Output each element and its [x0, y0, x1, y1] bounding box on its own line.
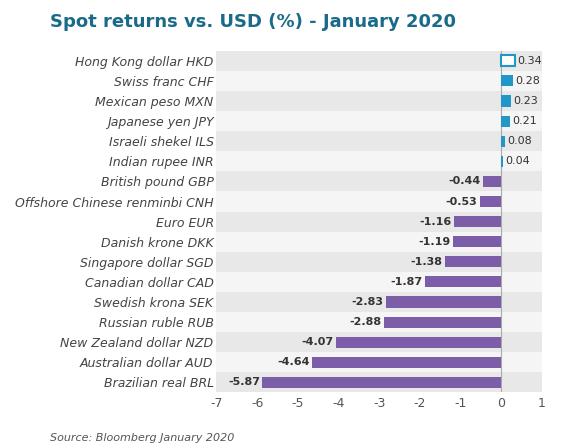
Bar	[502, 96, 511, 106]
Bar	[217, 191, 542, 211]
Text: Source: Bloomberg January 2020: Source: Bloomberg January 2020	[50, 433, 235, 443]
Bar	[502, 156, 503, 167]
Text: 0.21: 0.21	[512, 116, 537, 126]
Bar	[502, 55, 515, 66]
Bar	[217, 232, 542, 252]
Text: -0.44: -0.44	[449, 177, 481, 186]
Bar	[217, 352, 542, 372]
Bar	[217, 292, 542, 312]
Bar	[453, 236, 502, 247]
Bar	[425, 276, 502, 287]
Bar	[454, 216, 502, 227]
Bar	[217, 151, 542, 171]
Text: -5.87: -5.87	[228, 377, 260, 388]
Bar	[312, 357, 502, 368]
Bar	[502, 76, 513, 86]
Bar	[217, 312, 542, 332]
Bar	[217, 71, 542, 91]
Bar	[502, 116, 510, 127]
Bar	[217, 332, 542, 352]
Text: -4.64: -4.64	[278, 357, 310, 367]
Text: -1.38: -1.38	[411, 257, 443, 267]
Text: 0.08: 0.08	[507, 136, 532, 146]
Text: 0.04: 0.04	[505, 156, 530, 166]
Text: -1.16: -1.16	[420, 217, 452, 227]
Text: -2.83: -2.83	[352, 297, 384, 307]
Bar	[217, 372, 542, 392]
Text: 0.34: 0.34	[518, 56, 542, 66]
Bar	[484, 176, 502, 187]
Bar	[217, 252, 542, 272]
Bar	[502, 136, 504, 147]
Bar	[384, 316, 502, 328]
Bar	[386, 296, 502, 308]
Text: -0.53: -0.53	[445, 197, 477, 207]
Bar	[335, 337, 502, 348]
Text: 0.23: 0.23	[513, 96, 538, 106]
Bar	[480, 196, 502, 207]
Bar	[217, 171, 542, 191]
Bar	[217, 111, 542, 131]
Bar	[217, 51, 542, 71]
Bar	[263, 377, 502, 388]
Text: -4.07: -4.07	[301, 337, 333, 347]
Text: Spot returns vs. USD (%) - January 2020: Spot returns vs. USD (%) - January 2020	[50, 13, 457, 31]
Bar	[445, 256, 502, 267]
Text: -2.88: -2.88	[350, 317, 381, 327]
Bar	[217, 131, 542, 151]
Text: -1.19: -1.19	[418, 237, 450, 247]
Bar	[217, 272, 542, 292]
Text: -1.87: -1.87	[390, 277, 423, 287]
Bar	[217, 211, 542, 232]
Text: 0.28: 0.28	[515, 76, 540, 86]
Bar	[217, 91, 542, 111]
